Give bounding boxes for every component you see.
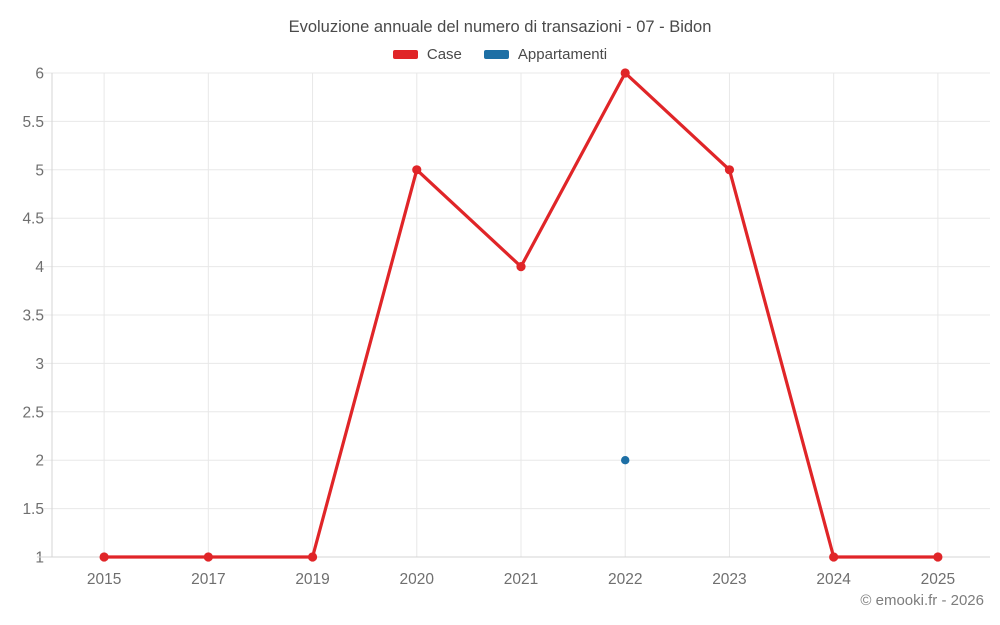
y-tick-label: 2 (35, 453, 44, 470)
data-point-case-2017[interactable] (203, 552, 213, 562)
data-point-case-2015[interactable] (99, 552, 109, 562)
x-tick-label: 2021 (504, 571, 538, 588)
y-tick-label: 2.5 (22, 404, 44, 421)
y-tick-label: 6 (35, 66, 44, 83)
legend-label-case: Case (426, 46, 462, 63)
legend-swatch-appartamenti (483, 50, 509, 59)
data-point-case-2020[interactable] (412, 165, 422, 175)
y-tick-label: 1 (35, 550, 44, 567)
x-tick-label: 2022 (608, 571, 642, 588)
data-point-case-2022[interactable] (620, 68, 630, 78)
copyright-text: © emooki.fr - 2026 (860, 592, 984, 609)
x-tick-label: 2015 (87, 571, 121, 588)
y-tick-label: 5.5 (22, 114, 44, 131)
y-tick-label: 5 (35, 162, 44, 179)
legend-item-case[interactable]: Case (392, 46, 462, 63)
data-point-case-2021[interactable] (516, 262, 526, 272)
data-point-case-2025[interactable] (933, 552, 943, 562)
data-point-appartamenti-2022[interactable] (621, 456, 630, 465)
x-tick-label: 2017 (191, 571, 225, 588)
data-point-case-2019[interactable] (307, 552, 318, 562)
legend-swatch-case (392, 50, 418, 59)
data-point-case-2024[interactable] (829, 552, 839, 562)
chart-legend: Case Appartamenti (0, 46, 1000, 63)
legend-item-appartamenti[interactable]: Appartamenti (483, 46, 608, 63)
x-tick-label: 2019 (295, 571, 329, 588)
y-tick-label: 3 (35, 356, 44, 373)
y-tick-label: 4.5 (22, 211, 44, 228)
x-tick-label: 2020 (400, 571, 435, 588)
y-tick-label: 4 (35, 259, 44, 276)
x-tick-label: 2023 (712, 571, 746, 588)
chart-title: Evoluzione annuale del numero di transaz… (288, 18, 712, 36)
data-point-case-2023[interactable] (724, 165, 735, 175)
legend-label-appartamenti: Appartamenti (517, 46, 608, 63)
x-tick-label: 2024 (816, 571, 851, 588)
y-tick-label: 3.5 (22, 308, 44, 325)
y-tick-label: 1.5 (22, 501, 44, 518)
x-tick-label: 2025 (921, 571, 955, 588)
